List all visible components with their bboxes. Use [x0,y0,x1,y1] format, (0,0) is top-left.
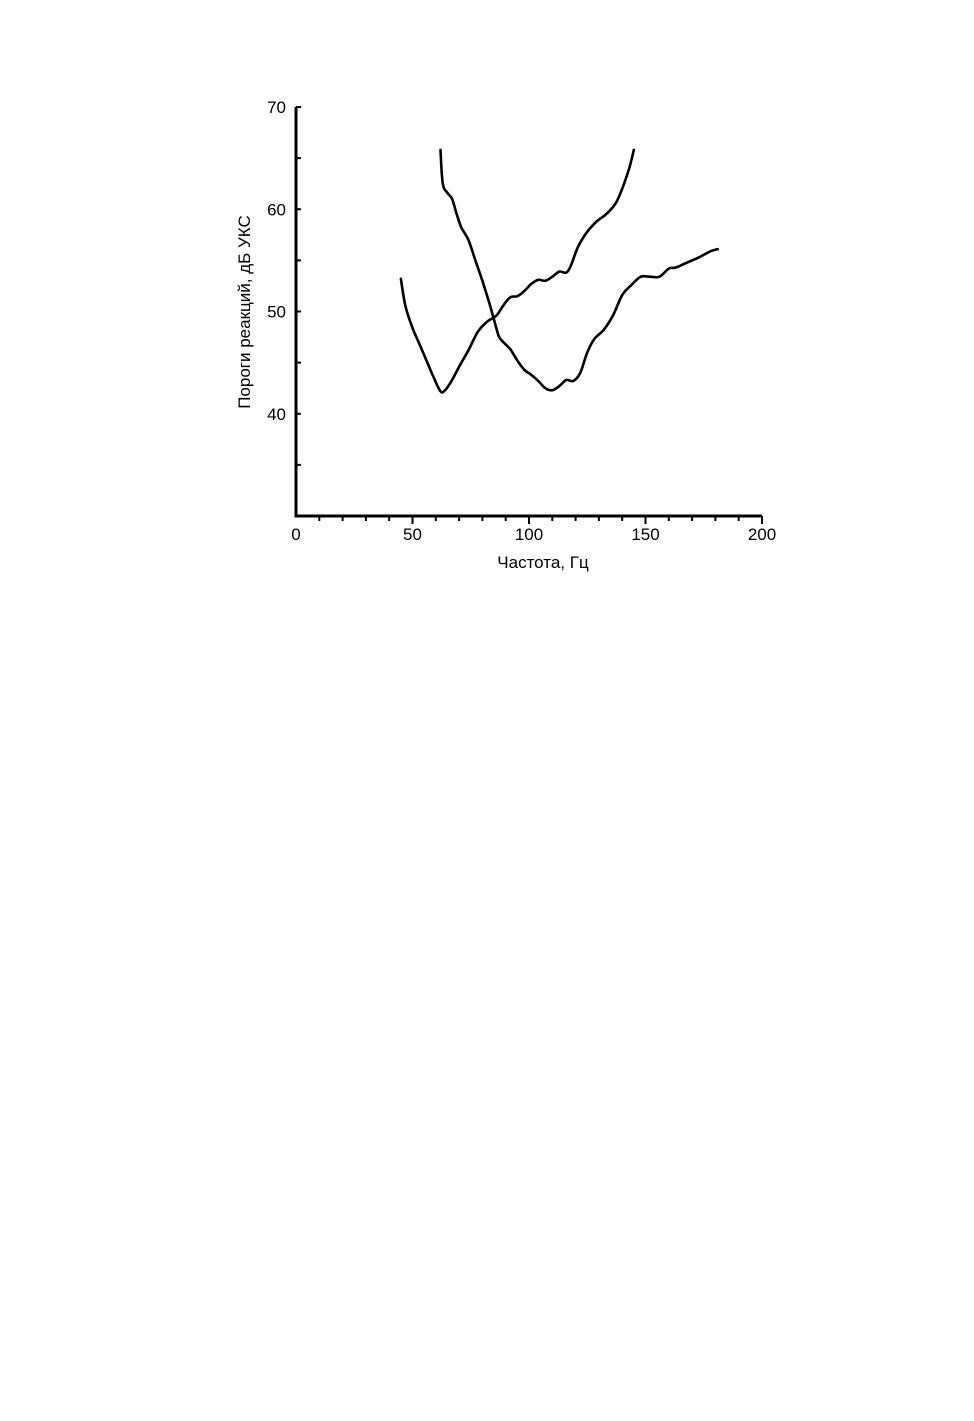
tick-labels: 0 50 100 150 200 40 50 60 70 [267,98,776,544]
x-tick-label: 150 [631,525,659,544]
x-tick-label: 50 [403,525,422,544]
x-axis-label: Частота, Гц [497,553,589,572]
data-series [399,148,719,394]
series-line-2 [439,148,719,392]
x-tick-label: 200 [748,525,776,544]
y-tick-label: 60 [267,200,286,219]
y-tick-label: 70 [267,98,286,117]
tick-marks [296,106,763,524]
y-tick-label: 50 [267,303,286,322]
x-tick-label: 0 [291,525,300,544]
axes [294,107,762,518]
y-axis-label: Пороги реакций, дБ УКС [235,215,254,409]
series-line-1 [399,148,636,394]
x-tick-label: 100 [515,525,543,544]
y-tick-label: 40 [267,405,286,424]
